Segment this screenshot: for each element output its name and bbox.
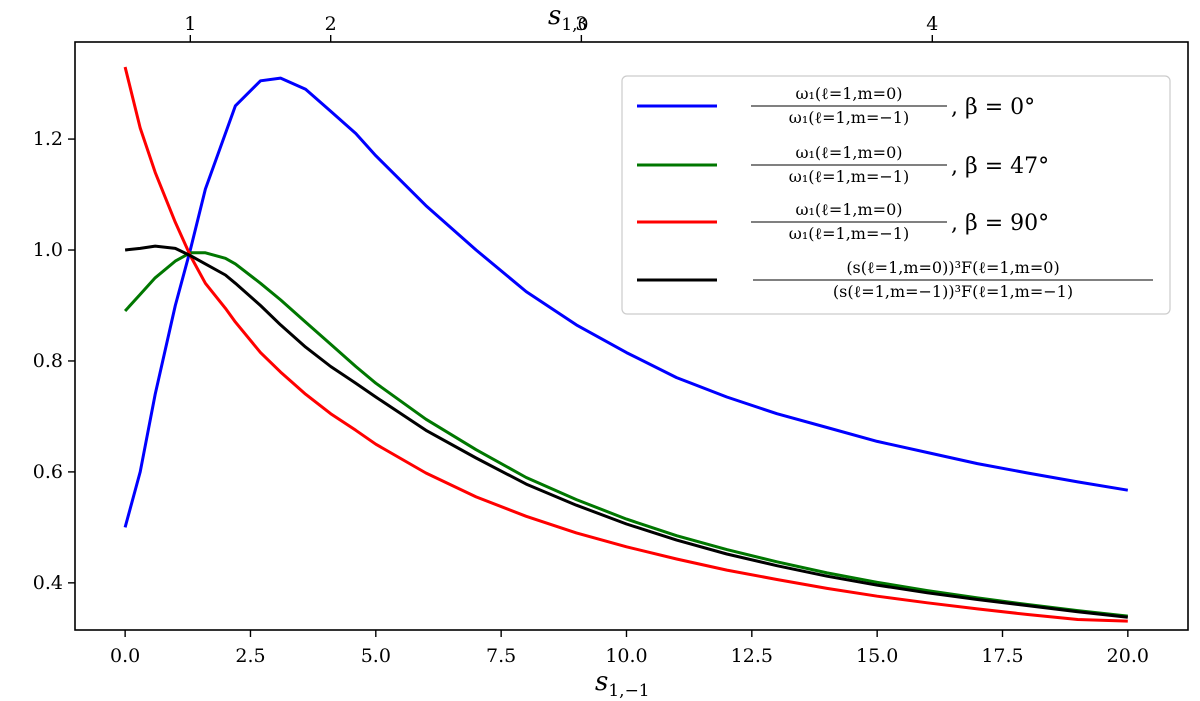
- legend-entry-1: ω₁(ℓ=1,m=0) ω₁(ℓ=1,m=−1) , β = 47°: [637, 143, 1049, 186]
- series-line-1: [123, 251, 1128, 618]
- top-axis-label: s1,0: [548, 1, 588, 35]
- legend-entry-0: ω₁(ℓ=1,m=0) ω₁(ℓ=1,m=−1) , β = 0°: [637, 84, 1035, 127]
- legend-numerator: ω₁(ℓ=1,m=0): [795, 200, 902, 219]
- legend-denominator: (s(ℓ=1,m=−1))³F(ℓ=1,m=−1): [833, 282, 1073, 301]
- series-line-2: [123, 66, 1128, 623]
- x-axis-label: s1,−1: [595, 667, 650, 701]
- series-line-0: [123, 76, 1129, 528]
- legend-beta-label: , β = 0°: [951, 95, 1035, 120]
- legend-numerator: ω₁(ℓ=1,m=0): [795, 84, 902, 103]
- x-tick-label: 17.5: [981, 645, 1023, 667]
- top-tick-label: 2: [325, 13, 337, 35]
- y-tick-label: 0.6: [33, 461, 63, 483]
- y-tick-label: 0.4: [33, 572, 63, 594]
- top-axis-label-sub: 1,0: [561, 15, 588, 35]
- x-tick-label: 5.0: [361, 645, 391, 667]
- x-tick-label: 20.0: [1107, 645, 1149, 667]
- series-line-3: [124, 244, 1128, 619]
- x-axis-label-main: s: [595, 667, 608, 697]
- top-tick-label: 3: [575, 13, 587, 35]
- x-tick-label: 7.5: [486, 645, 516, 667]
- series-layer: [123, 66, 1129, 623]
- x-tick-label: 0.0: [110, 645, 140, 667]
- plot-frame: [74, 41, 1189, 631]
- ticks-layer: 0.0 2.5 5.0 7.5 10.0 12.5 15.0 17.5 20.0 0.4 0.6 0.…: [33, 13, 1149, 667]
- y-tick-label: 1.2: [33, 128, 63, 150]
- legend-box: [621, 75, 1171, 315]
- top-axis-label-main: s: [548, 1, 561, 31]
- x-tick-label: 2.5: [235, 645, 265, 667]
- y-tick-label: 1.0: [33, 239, 63, 261]
- legend-denominator: ω₁(ℓ=1,m=−1): [789, 224, 909, 243]
- legend: ω₁(ℓ=1,m=0)ω₁(ℓ=1,m=−1), β = 0°ω₁(ℓ=1,m=…: [621, 75, 1171, 315]
- x-tick-label: 15.0: [856, 645, 898, 667]
- legend-entry-2: ω₁(ℓ=1,m=0) ω₁(ℓ=1,m=−1) , β = 90°: [637, 200, 1049, 243]
- legend-beta-label: , β = 47°: [951, 154, 1049, 179]
- x-tick-label: 10.0: [605, 645, 647, 667]
- top-tick-label: 1: [184, 13, 196, 35]
- legend-numerator: ω₁(ℓ=1,m=0): [795, 143, 902, 162]
- legend-beta-label: , β = 90°: [951, 211, 1049, 236]
- top-tick-label: 4: [926, 13, 938, 35]
- x-axis-label-sub: 1,−1: [608, 681, 649, 701]
- legend-denominator: ω₁(ℓ=1,m=−1): [789, 108, 909, 127]
- y-tick-label: 0.8: [33, 350, 63, 372]
- legend-entry-3: (s(ℓ=1,m=0))³F(ℓ=1,m=0) (s(ℓ=1,m=−1))³F(ℓ…: [637, 258, 1153, 301]
- x-tick-label: 12.5: [731, 645, 773, 667]
- legend-denominator: ω₁(ℓ=1,m=−1): [789, 167, 909, 186]
- legend-numerator: (s(ℓ=1,m=0))³F(ℓ=1,m=0): [846, 258, 1059, 277]
